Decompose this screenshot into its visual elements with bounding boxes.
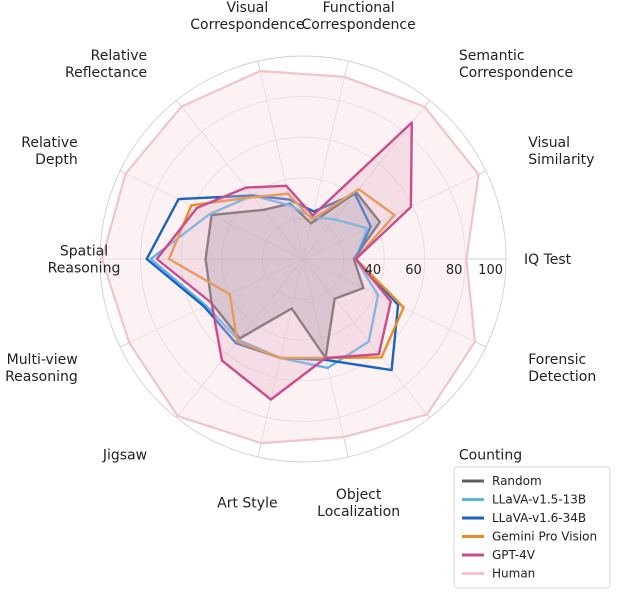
axis-label-spatial-reasoning: Spatial Reasoning: [48, 244, 121, 277]
tick-label-100: 100: [478, 263, 503, 278]
series-llava-v1-5-13b-polygon: [149, 194, 380, 370]
axis-label-line: Spatial: [60, 244, 108, 260]
axis-label-line: Jigsaw: [102, 447, 147, 463]
tick-label-40: 40: [365, 263, 382, 278]
axis-label-line: Forensic: [528, 352, 586, 368]
axis-label-line: Visual: [226, 0, 268, 16]
axis-label-functional-correspondence: Functional Correspondence: [302, 0, 416, 33]
axis-label-forensic-detection: Forensic Detection: [528, 352, 596, 385]
axis-label-line: Multi-view: [7, 352, 78, 368]
series-layer: [100, 69, 480, 445]
axis-label-line: Relative: [91, 48, 147, 64]
axis-label-line: Correspondence: [190, 17, 304, 33]
legend-box: [453, 466, 611, 589]
axis-label-line: Visual: [528, 135, 570, 151]
axis-label-art-style: Art Style: [217, 496, 277, 512]
legend-label-gpt-4v: GPT-4V: [492, 548, 536, 562]
series-random-polygon: [204, 191, 381, 360]
axis-label-counting: Counting: [459, 447, 522, 463]
series-gemini-pro-vision-polygon: [167, 187, 405, 360]
radial-tick-labels: 40 60 80 100: [365, 263, 503, 278]
axis-label-visual-similarity: Visual Similarity: [528, 135, 594, 168]
axis-label-line: Depth: [35, 152, 78, 168]
legend-label-llava-v1-5-13b: LLaVA-v1.5-13B: [492, 493, 586, 507]
axis-label-jigsaw: Jigsaw: [102, 447, 147, 463]
axis-label-line: Counting: [459, 447, 522, 463]
axis-label-line: Reflectance: [65, 65, 147, 81]
axis-label-relative-reflectance: Relative Reflectance: [65, 48, 147, 81]
axis-label-line: Similarity: [528, 152, 594, 168]
axis-label-line: Functional: [323, 0, 395, 16]
axis-label-line: Reasoning: [5, 369, 78, 385]
series-gpt-4v-polygon: [155, 121, 413, 401]
tick-label-80: 80: [446, 263, 463, 278]
axis-label-line: Semantic: [459, 48, 525, 64]
legend-label-human: Human: [492, 567, 535, 581]
axis-label-line: Detection: [528, 369, 596, 385]
legend: Random LLaVA-v1.5-13B LLaVA-v1.6-34B Gemini…: [453, 466, 611, 589]
axis-label-line: Art Style: [217, 496, 277, 512]
axis-label-line: Localization: [317, 504, 400, 520]
axis-label-line: IQ Test: [524, 252, 572, 268]
axis-label-line: Object: [336, 487, 382, 503]
axis-label-object-localization: Object Localization: [317, 487, 400, 520]
axis-label-line: Correspondence: [459, 65, 573, 81]
axis-label-line: Relative: [21, 135, 77, 151]
legend-label-llava-v1-6-34b: LLaVA-v1.6-34B: [492, 511, 586, 525]
tick-label-60: 60: [405, 263, 422, 278]
axis-label-relative-depth: Relative Depth: [21, 135, 77, 168]
legend-label-random: Random: [492, 474, 542, 488]
legend-label-gemini-pro-vision: Gemini Pro Vision: [492, 530, 597, 544]
axis-label-line: Correspondence: [302, 17, 416, 33]
axis-label-visual-correspondence: Visual Correspondence: [190, 0, 304, 33]
axis-label-multi-view-reasoning: Multi-view Reasoning: [5, 352, 78, 385]
axis-label-semantic-correspondence: Semantic Correspondence: [459, 48, 573, 81]
axis-label-line: Reasoning: [48, 261, 121, 277]
axis-label-iq-test: IQ Test: [524, 252, 572, 268]
